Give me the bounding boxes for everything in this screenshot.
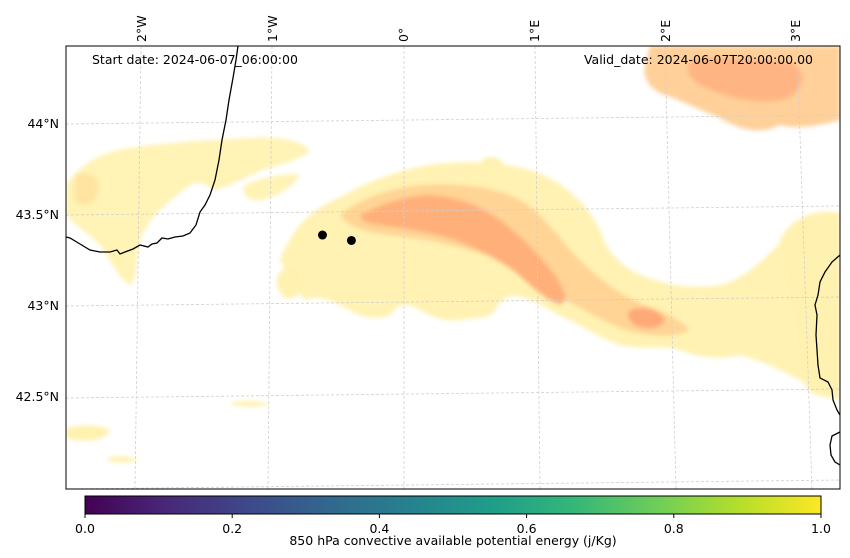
colorbar-label: 850 hPa convective available potential e…	[289, 533, 616, 548]
field-main-core	[360, 195, 566, 305]
gridline-lon-3e	[796, 46, 813, 489]
field-east-strip	[780, 211, 840, 397]
colorbar-tick-label: 0.2	[222, 521, 242, 536]
marker-2	[346, 235, 356, 245]
cape-field	[66, 46, 840, 463]
lon-tick-0: 0°	[396, 28, 411, 42]
colorbar-tick-label: 0.0	[75, 521, 95, 536]
coastline-atlantic	[66, 46, 239, 255]
field-west-band	[66, 137, 310, 285]
coastlines	[66, 46, 840, 466]
lon-tick-2e: 2°E	[658, 20, 673, 42]
lat-tick-labels: 44°N 43.5°N 43°N 42.5°N	[16, 116, 59, 404]
field-patch-4	[482, 157, 503, 167]
map-area[interactable]	[66, 46, 840, 489]
field-ne-core	[687, 57, 803, 102]
coastline-islet	[829, 431, 840, 466]
colorbar-tick-label: 0.8	[664, 521, 684, 536]
gridline-lon-2e	[664, 46, 677, 489]
colorbar-bar	[84, 495, 822, 515]
field-patch-3	[276, 267, 302, 299]
gridline-lat-42	[66, 479, 840, 489]
start-date-label: Start date: 2024-06-07_06:00:00	[92, 52, 298, 67]
field-west-core	[75, 173, 99, 205]
lat-tick-42-5: 42.5°N	[16, 389, 59, 404]
field-patch-2	[108, 456, 138, 463]
field-patch-sw	[66, 425, 110, 441]
gridline-lon-2w	[134, 46, 142, 489]
colorbar-tick-label: 0.4	[369, 521, 389, 536]
valid-date-label: Valid_date: 2024-06-07T20:00:00.00	[584, 52, 813, 67]
map-frame	[65, 45, 841, 490]
lon-tick-2w: 2°W	[134, 15, 149, 42]
gridline-lat-43	[66, 296, 840, 307]
lon-tick-labels: 2°W 1°W 0° 1°E 2°E 3°E	[134, 15, 803, 42]
coastline-mediterranean	[814, 254, 840, 416]
gridline-lat-44	[66, 114, 840, 125]
gridline-lat-42.5	[66, 388, 840, 399]
lon-tick-1e: 1°E	[527, 20, 542, 42]
lat-tick-43-5: 43.5°N	[16, 207, 59, 222]
lon-tick-1w: 1°W	[265, 15, 280, 42]
colorbar-ticks: 0.0 0.2 0.4 0.6 0.8 1.0	[75, 514, 831, 536]
station-markers	[317, 230, 356, 245]
field-west-strip	[243, 174, 300, 201]
lat-tick-43: 43°N	[27, 298, 59, 313]
gridline-lat-43.5	[66, 205, 840, 216]
lon-tick-3e: 3°E	[788, 20, 803, 42]
gridline-lon-1e	[534, 46, 541, 489]
lat-tick-44: 44°N	[27, 116, 59, 131]
field-east-core	[627, 308, 665, 329]
colorbar-tick-label: 0.6	[517, 521, 537, 536]
colorbar: 0.0 0.2 0.4 0.6 0.8 1.0 850 hPa convective av…	[75, 495, 831, 548]
colorbar-tick-label: 1.0	[811, 521, 831, 536]
gridline-lon-1w	[267, 46, 273, 489]
marker-1	[317, 230, 327, 240]
gridlines	[66, 46, 840, 489]
field-patch-1	[232, 400, 270, 407]
